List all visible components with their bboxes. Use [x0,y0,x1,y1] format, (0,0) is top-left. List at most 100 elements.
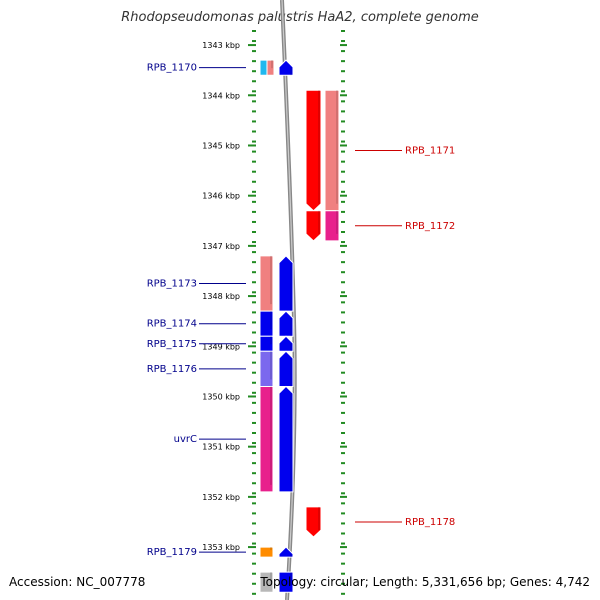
track-dot [341,331,345,334]
track-dot [341,442,345,445]
gene-arrow [305,89,322,212]
track-dot [341,381,345,384]
track-dot [341,472,345,475]
track-dot [341,572,345,575]
track-dot [252,411,256,414]
track-dot [252,351,256,354]
genome-backbone [280,0,297,600]
track-dot [252,462,256,465]
track-dot [252,432,256,434]
tick-mark-left [248,345,256,348]
track-dot [252,291,256,294]
track-dot [341,130,345,133]
tick-mark-right [340,295,347,298]
track-dot [341,120,345,123]
gene-arrow [278,385,294,493]
track-dot [252,421,256,424]
track-dot [252,542,256,545]
track-dot [252,160,256,163]
track-dot [341,241,345,244]
gene-arrow [305,210,322,242]
gene-label: RPB_1174 [147,319,197,330]
track-dot [341,271,345,274]
track-dot [252,582,256,585]
track-dot [252,70,256,73]
track-dot [252,452,256,455]
gene-shade [270,311,272,330]
track-dot [341,542,345,545]
tick-mark-right [340,495,347,498]
track-dot [341,401,345,404]
track-dot [341,200,345,203]
track-dot [252,552,256,555]
track-dot [341,562,345,565]
track-dot [252,281,256,284]
gene-shade [270,255,272,305]
kbp-ticks: 1343 kbp 1344 kbp 1345 kbp 1346 kbp 1347 kbp… [202,41,347,552]
track-dot [252,522,256,525]
track-dot [341,190,345,193]
genome-stats-text: Topology: circular; Length: 5,331,656 bp… [260,575,590,589]
track-dots [252,30,345,595]
tick-label: 1350 kbp [202,392,240,401]
track-dot [252,482,256,485]
gene-arrow [266,59,275,76]
track-dot [341,70,345,73]
track-dot [341,251,345,254]
gene-shade [270,386,272,485]
gene-label: uvrC [174,434,197,445]
gene-shade [336,90,338,204]
tick-label: 1352 kbp [202,493,240,502]
track-dot [341,160,345,163]
track-dot [252,512,256,515]
track-dot [252,220,256,223]
track-dot [341,421,345,424]
track-dot [341,60,345,63]
track-dot [252,170,256,173]
track-dot [252,271,256,274]
tick-mark-right [340,546,347,549]
track-dot [252,80,256,83]
track-dot [341,220,345,223]
track-dot [252,502,256,505]
track-dot [341,341,345,344]
track-dot [341,30,345,32]
gene-arrow [259,546,274,558]
track-dot [341,180,345,183]
track-dot [252,532,256,535]
track-dot [341,462,345,465]
gene-arrow [324,210,340,242]
track-dot [252,60,256,63]
tick-mark-right [340,445,347,448]
track-dot [252,200,256,203]
tick-mark-right [340,44,347,47]
tick-label: 1353 kbp [202,543,240,552]
track-dot [252,241,256,244]
tick-mark-left [248,495,256,498]
track-dot [341,351,345,354]
track-dot [252,261,256,264]
gene-shade [290,67,292,76]
tick-mark-left [248,44,256,47]
gene-arrow [259,385,274,493]
track-dot [341,582,345,585]
track-dot [252,401,256,404]
gene-label: RPB_1176 [147,364,197,375]
track-dot [341,411,345,414]
map-title: Rhodopseudomonas palustris HaA2, complet… [121,10,479,25]
gene-arrow [278,310,294,337]
tick-label: 1343 kbp [202,41,240,50]
gene-shade [271,60,273,69]
track-dot [341,552,345,555]
track-dot [341,532,345,535]
gene-shade [270,572,272,586]
track-dot [341,281,345,284]
track-dot [341,231,345,233]
track-dot [341,391,345,394]
tick-mark-right [340,395,347,398]
track-dot [341,170,345,173]
track-dot [252,150,256,153]
track-dot [341,150,345,153]
gene-arrow [278,350,294,387]
tick-mark-left [248,244,256,247]
